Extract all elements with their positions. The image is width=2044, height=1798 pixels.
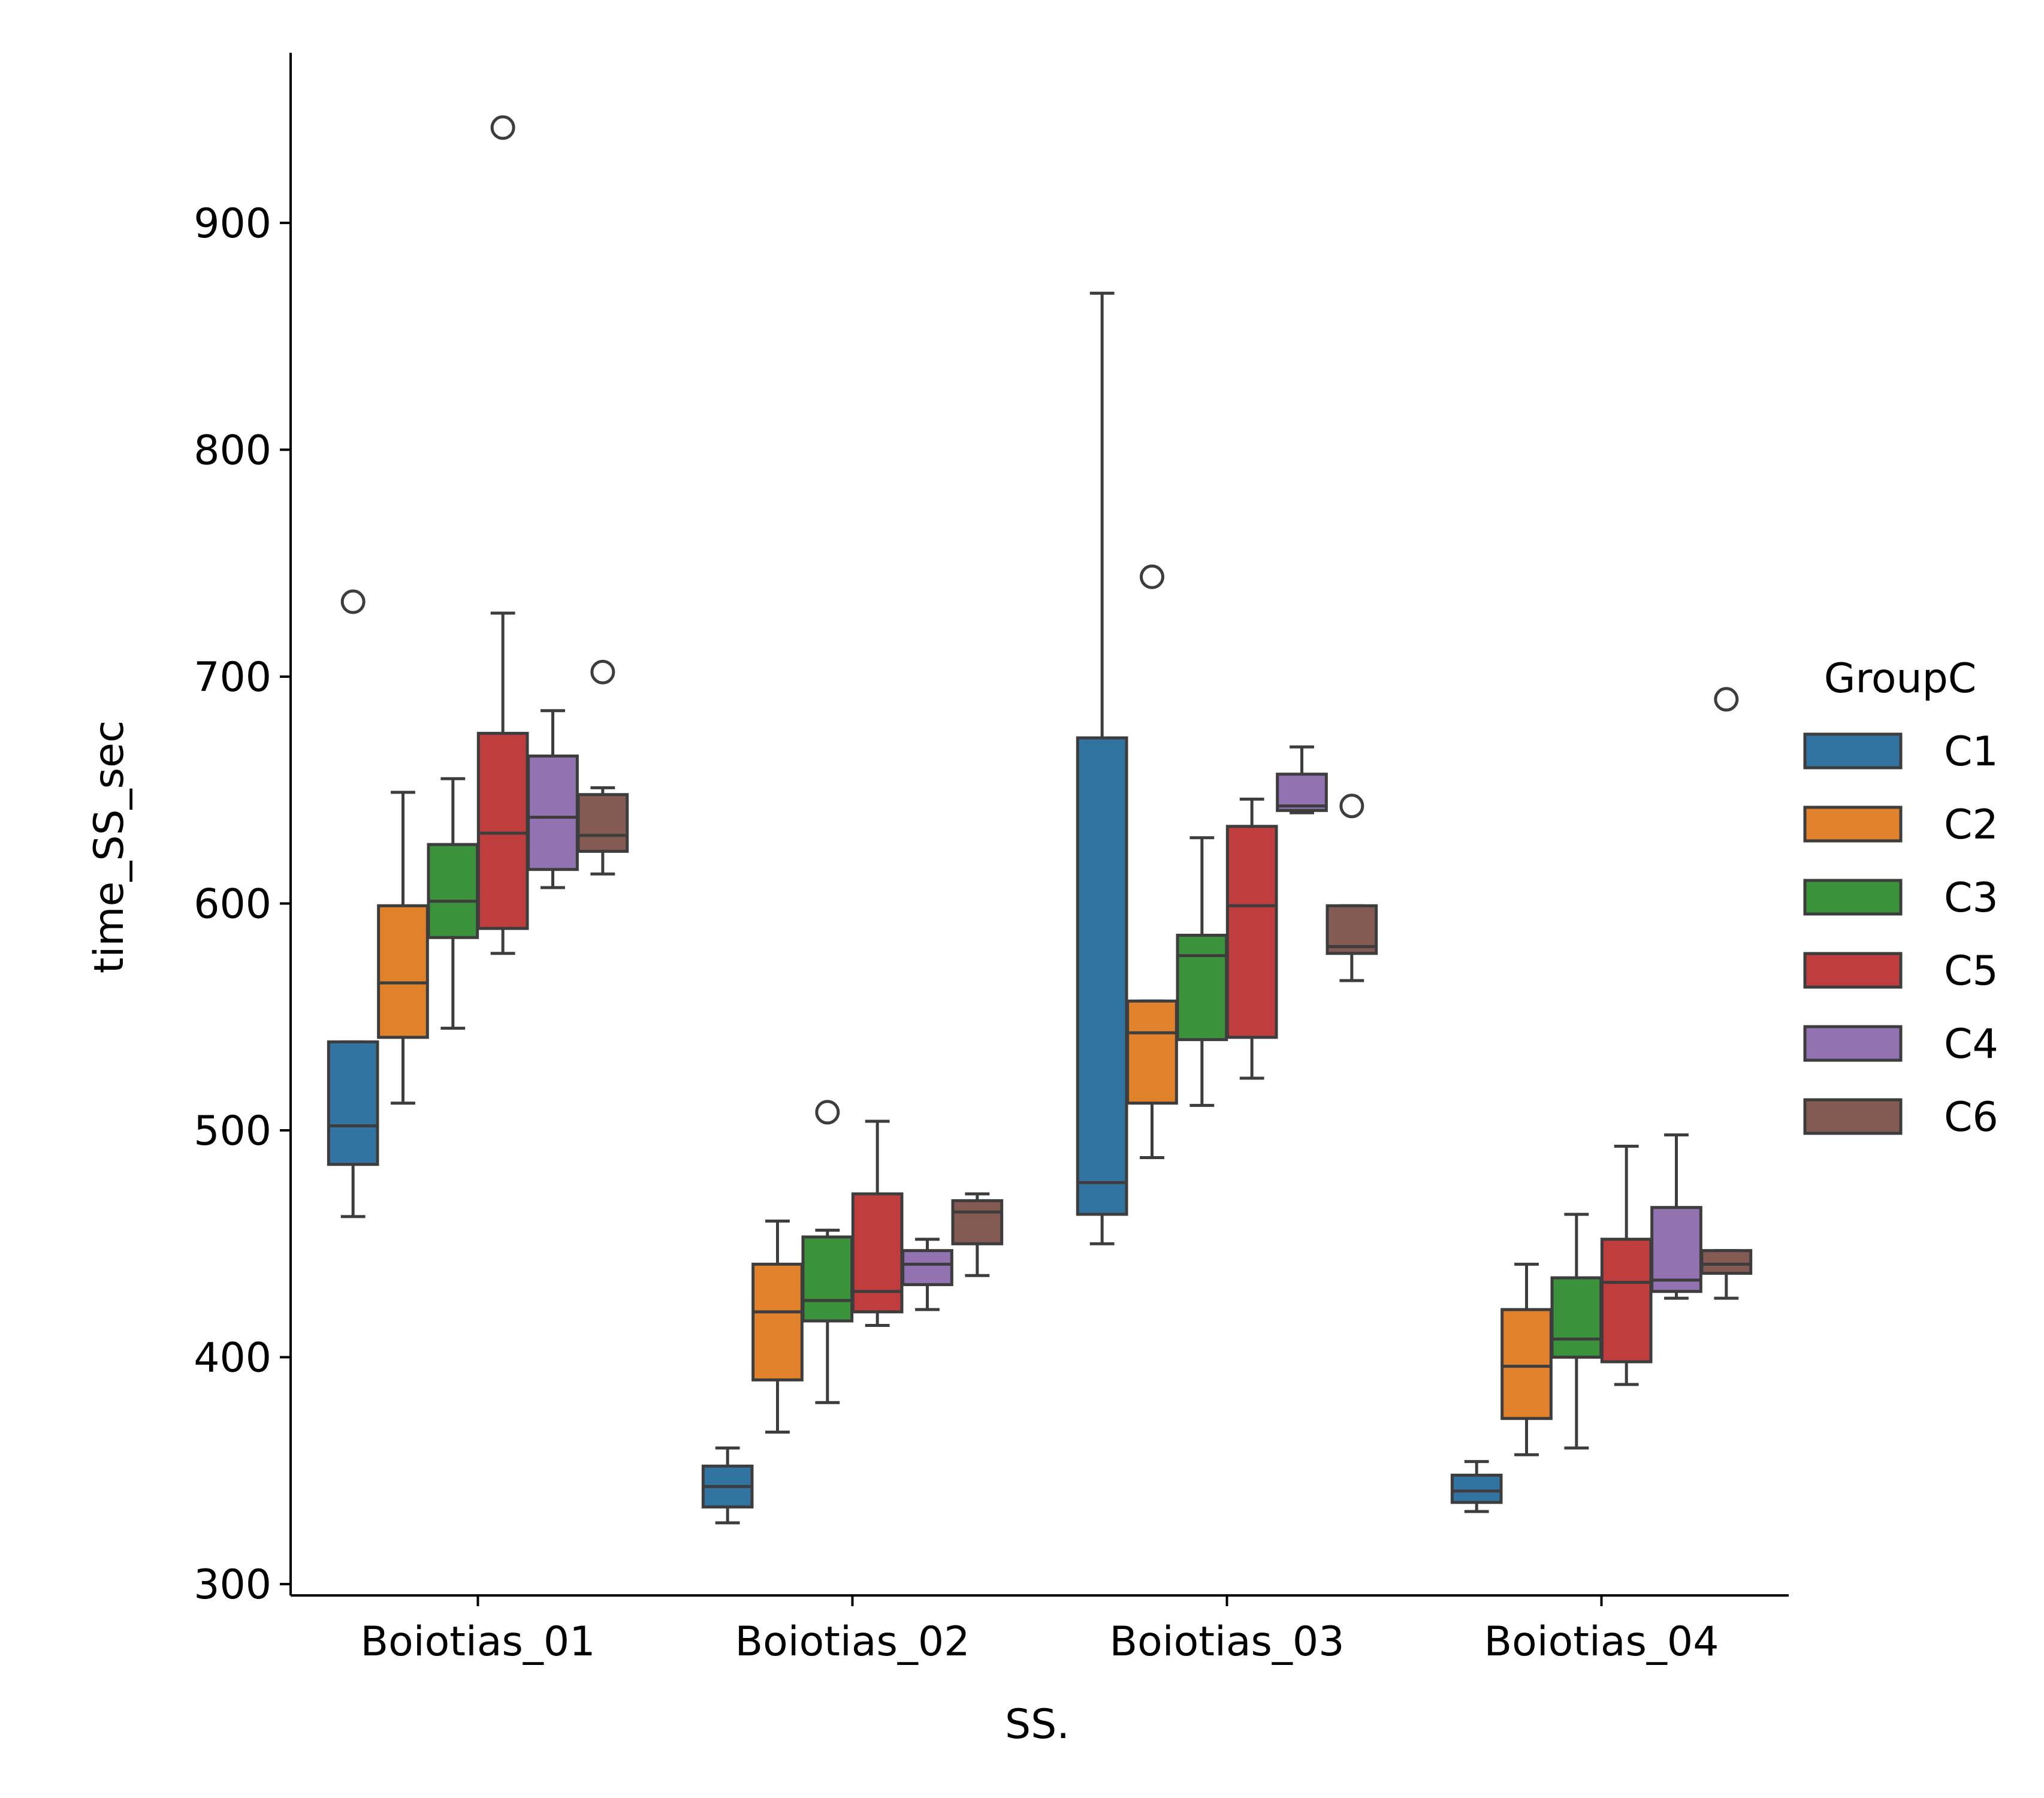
- box: [1076, 291, 1128, 1245]
- box: [1650, 1133, 1702, 1300]
- outlier-point: [340, 589, 366, 614]
- box-body: [1650, 1206, 1702, 1293]
- box: [1700, 687, 1753, 1300]
- series-c3: [427, 777, 1603, 1450]
- box-body: [1450, 1473, 1503, 1504]
- y-tick-label: 500: [194, 1108, 271, 1155]
- box: [1500, 1262, 1553, 1456]
- box: [901, 1238, 953, 1311]
- x-tick-label: Boiotias_01: [361, 1618, 596, 1666]
- y-tick-label: 300: [194, 1561, 271, 1609]
- series-c1: [327, 291, 1503, 1525]
- box: [1326, 794, 1378, 982]
- box-body: [327, 1040, 379, 1166]
- y-tick-label: 900: [194, 200, 271, 248]
- box: [476, 115, 529, 955]
- x-tick-label: Boiotias_03: [1110, 1618, 1345, 1666]
- box: [751, 1219, 804, 1434]
- box-body: [951, 1199, 1004, 1245]
- box: [1276, 745, 1328, 814]
- outlier-point: [1714, 687, 1739, 712]
- legend-label: C4: [1944, 1021, 1998, 1068]
- box-body: [1225, 825, 1278, 1039]
- legend-label: C5: [1944, 948, 1998, 995]
- box-body: [576, 793, 629, 853]
- box: [851, 1120, 904, 1328]
- legend-swatch: [1803, 1025, 1903, 1062]
- legend-swatch: [1803, 806, 1903, 843]
- outlier-point: [1140, 564, 1164, 589]
- box: [1450, 1460, 1503, 1513]
- box-body: [427, 843, 479, 939]
- box-body: [851, 1192, 904, 1314]
- plot-area: [327, 115, 1753, 1525]
- y-axis-label: time_SS_sec: [86, 720, 133, 974]
- series-c2: [377, 564, 1553, 1456]
- box-body: [377, 904, 429, 1039]
- box-body: [1500, 1308, 1553, 1420]
- box: [327, 589, 379, 1218]
- legend-swatch: [1803, 879, 1903, 916]
- box-body: [801, 1235, 854, 1323]
- x-tick-label: Boiotias_02: [735, 1618, 970, 1666]
- outlier-point: [490, 115, 515, 140]
- box: [701, 1446, 754, 1525]
- box-body: [476, 732, 529, 930]
- legend-label: C6: [1944, 1094, 1998, 1141]
- box: [576, 659, 629, 876]
- legend-label: C1: [1944, 728, 1998, 776]
- box-body: [1700, 1249, 1753, 1275]
- box-body: [1550, 1276, 1603, 1359]
- series-c5: [476, 115, 1653, 1386]
- box: [1126, 564, 1178, 1159]
- box-body: [1276, 773, 1328, 812]
- legend-swatch: [1803, 1098, 1903, 1135]
- box: [1225, 797, 1278, 1080]
- legend-swatch: [1803, 952, 1903, 989]
- box-body: [751, 1262, 804, 1381]
- box: [427, 777, 479, 1030]
- box-body: [901, 1249, 953, 1286]
- x-tick-label: Boiotias_04: [1484, 1618, 1719, 1666]
- y-axis-ticks: 300 400 500 600 700 800 900: [194, 200, 291, 1609]
- legend-label: C2: [1944, 801, 1998, 849]
- y-tick-label: 700: [194, 654, 271, 701]
- legend-title: GroupC: [1824, 655, 1977, 702]
- outlier-point: [815, 1100, 840, 1125]
- y-tick-label: 400: [194, 1335, 271, 1382]
- legend-label: C3: [1944, 874, 1998, 922]
- box: [951, 1192, 1004, 1277]
- box-body: [1600, 1238, 1653, 1363]
- x-axis-ticks: Boiotias_01 Boiotias_02 Boiotias_03 Boiotia…: [361, 1595, 1719, 1666]
- box-body: [527, 754, 579, 871]
- outlier-point: [590, 659, 615, 684]
- box-body: [1076, 736, 1128, 1216]
- outlier-point: [1339, 794, 1364, 819]
- y-tick-label: 800: [194, 427, 271, 474]
- legend: GroupC C1 C2 C3 C5 C4 C6: [1803, 655, 1998, 1141]
- legend-swatch: [1803, 732, 1903, 770]
- box: [527, 709, 579, 889]
- box: [377, 791, 429, 1105]
- y-tick-label: 600: [194, 880, 271, 928]
- box: [1600, 1145, 1653, 1386]
- x-axis-label: SS.: [1005, 1701, 1070, 1748]
- box-body: [1126, 999, 1178, 1105]
- series-c6: [576, 659, 1753, 1300]
- box-body: [1176, 933, 1228, 1042]
- series-c4: [527, 709, 1702, 1311]
